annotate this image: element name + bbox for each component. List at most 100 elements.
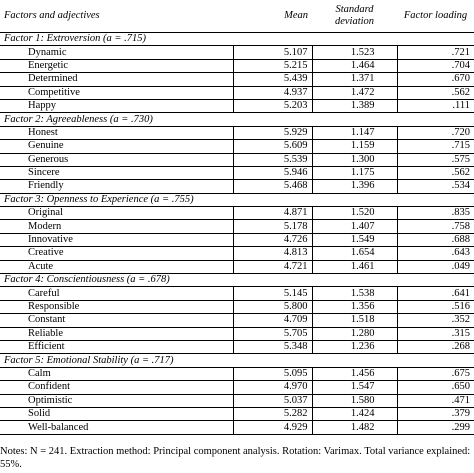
factor-label-prefix: Factor 2: Agreeableness ( <box>4 113 114 125</box>
table-row: Energetic 5.215 1.464.704 <box>0 59 474 74</box>
adjective-cell: Modern <box>0 219 233 234</box>
sd-cell: 1.175 <box>311 166 397 181</box>
sd-cell: 1.389 <box>311 99 397 114</box>
factor-label-suffix: = .755) <box>159 193 194 205</box>
mean-cell: 5.705 <box>232 327 312 341</box>
factor-heading-row: Factor 5: Emotional Stability (a = .717) <box>0 353 474 368</box>
table-row: Original 4.871 1.520.835 <box>0 206 474 221</box>
table-row: Calm 5.095 1.456.675 <box>0 367 474 382</box>
loading-cell: .352 <box>396 313 474 328</box>
header-factors-and-adjectives: Factors and adjectives <box>0 0 233 33</box>
factor-heading-row: Factor 1: Extroversion (a = .715) <box>0 32 474 47</box>
loading-cell: .299 <box>396 420 474 435</box>
sd-cell: 1.518 <box>311 313 397 328</box>
mean-cell: 5.439 <box>232 72 312 87</box>
loading-cell: .111 <box>396 99 474 114</box>
table-row: Modern 5.178 1.407.758 <box>0 219 474 234</box>
factor-heading-row: Factor 3: Openness to Experience (a = .7… <box>0 193 474 208</box>
loading-cell: .704 <box>396 59 474 74</box>
table-row: Creative 4.813 1.654.643 <box>0 246 474 261</box>
mean-cell: 4.709 <box>232 313 312 328</box>
mean-cell: 4.813 <box>232 246 312 261</box>
loading-cell: .575 <box>396 153 474 167</box>
adjective-cell: Sincere <box>0 166 233 181</box>
loading-cell: .670 <box>396 72 474 87</box>
table-row: Well-balanced 4.929 1.482.299 <box>0 420 474 435</box>
mean-cell: 5.095 <box>232 367 312 382</box>
mean-cell: 5.539 <box>232 153 312 167</box>
table-row: Innovative 4.726 1.549.688 <box>0 233 474 248</box>
header-sd-line2: deviation <box>334 16 375 27</box>
adjective-cell: Confident <box>0 380 233 395</box>
factor-label-prefix: Factor 1: Extroversion ( <box>4 33 107 45</box>
sd-cell: 1.523 <box>311 45 397 60</box>
adjective-cell: Competitive <box>0 86 233 100</box>
sd-cell: 1.159 <box>311 139 397 154</box>
adjective-cell: Energetic <box>0 59 233 74</box>
adjective-cell: Responsible <box>0 300 233 315</box>
sd-cell: 1.396 <box>311 179 397 194</box>
factor-heading: Factor 3: Openness to Experience (a = .7… <box>0 193 474 208</box>
header-standard-deviation: Standard deviation <box>312 0 397 33</box>
adjective-cell: Reliable <box>0 327 233 341</box>
sd-cell: 1.147 <box>311 126 397 141</box>
adjective-cell: Friendly <box>0 179 233 194</box>
table-row: Careful 5.145 1.538.641 <box>0 286 474 301</box>
table-row: Constant 4.709 1.518.352 <box>0 313 474 328</box>
table-row: Determined 5.439 1.371.670 <box>0 72 474 87</box>
sd-cell: 1.300 <box>311 153 397 167</box>
sd-cell: 1.547 <box>311 380 397 395</box>
mean-cell: 4.726 <box>232 233 312 248</box>
loading-cell: .379 <box>396 407 474 422</box>
sd-cell: 1.371 <box>311 72 397 87</box>
sd-cell: 1.456 <box>311 367 397 382</box>
adjective-cell: Honest <box>0 126 233 141</box>
mean-cell: 5.178 <box>232 219 312 234</box>
mean-cell: 4.970 <box>232 380 312 395</box>
table-row: Acute 4.721 1.461.049 <box>0 260 474 275</box>
table-body: Factor 1: Extroversion (a = .715) Dynamic… <box>0 32 474 435</box>
loading-cell: .562 <box>396 166 474 181</box>
loading-cell: .268 <box>396 340 474 355</box>
loading-cell: .562 <box>396 86 474 100</box>
mean-cell: 5.203 <box>232 99 312 114</box>
adjective-cell: Calm <box>0 367 233 382</box>
adjective-cell: Generous <box>0 153 233 167</box>
mean-cell: 5.215 <box>232 59 312 74</box>
loading-cell: .688 <box>396 233 474 248</box>
loading-cell: .641 <box>396 286 474 301</box>
adjective-cell: Optimistic <box>0 394 233 408</box>
table-header-row: Factors and adjectives Mean Standard devi… <box>0 0 474 33</box>
loading-cell: .315 <box>396 327 474 341</box>
loading-cell: .534 <box>396 179 474 194</box>
loading-cell: .675 <box>396 367 474 382</box>
mean-cell: 5.468 <box>232 179 312 194</box>
alpha-symbol: a <box>106 33 112 45</box>
adjective-cell: Efficient <box>0 340 233 355</box>
mean-cell: 5.348 <box>232 340 312 355</box>
alpha-symbol: a <box>134 354 140 366</box>
factor-heading: Factor 5: Emotional Stability (a = .717) <box>0 353 474 368</box>
table-row: Dynamic 5.107 1.523.721 <box>0 45 474 60</box>
loading-cell: .516 <box>396 300 474 315</box>
sd-cell: 1.424 <box>311 407 397 422</box>
factor-heading-row: Factor 4: Conscientiousness (a = .678) <box>0 273 474 288</box>
factor-label-suffix: = .730) <box>118 113 153 125</box>
adjective-cell: Creative <box>0 246 233 261</box>
table-row: Efficient 5.348 1.236.268 <box>0 340 474 355</box>
loading-cell: .720 <box>396 126 474 141</box>
table-row: Sincere 5.946 1.175.562 <box>0 166 474 181</box>
factor-label-prefix: Factor 3: Openness to Experience ( <box>4 193 155 205</box>
loading-cell: .715 <box>396 139 474 154</box>
sd-cell: 1.538 <box>311 286 397 301</box>
sd-cell: 1.520 <box>311 206 397 221</box>
sd-cell: 1.464 <box>311 59 397 74</box>
mean-cell: 5.929 <box>232 126 312 141</box>
loading-cell: .835 <box>396 206 474 221</box>
factor-label-suffix: = .678) <box>135 274 170 286</box>
adjective-cell: Solid <box>0 407 233 422</box>
loading-cell: .643 <box>396 246 474 261</box>
loading-cell: .721 <box>396 45 474 60</box>
mean-cell: 5.282 <box>232 407 312 422</box>
